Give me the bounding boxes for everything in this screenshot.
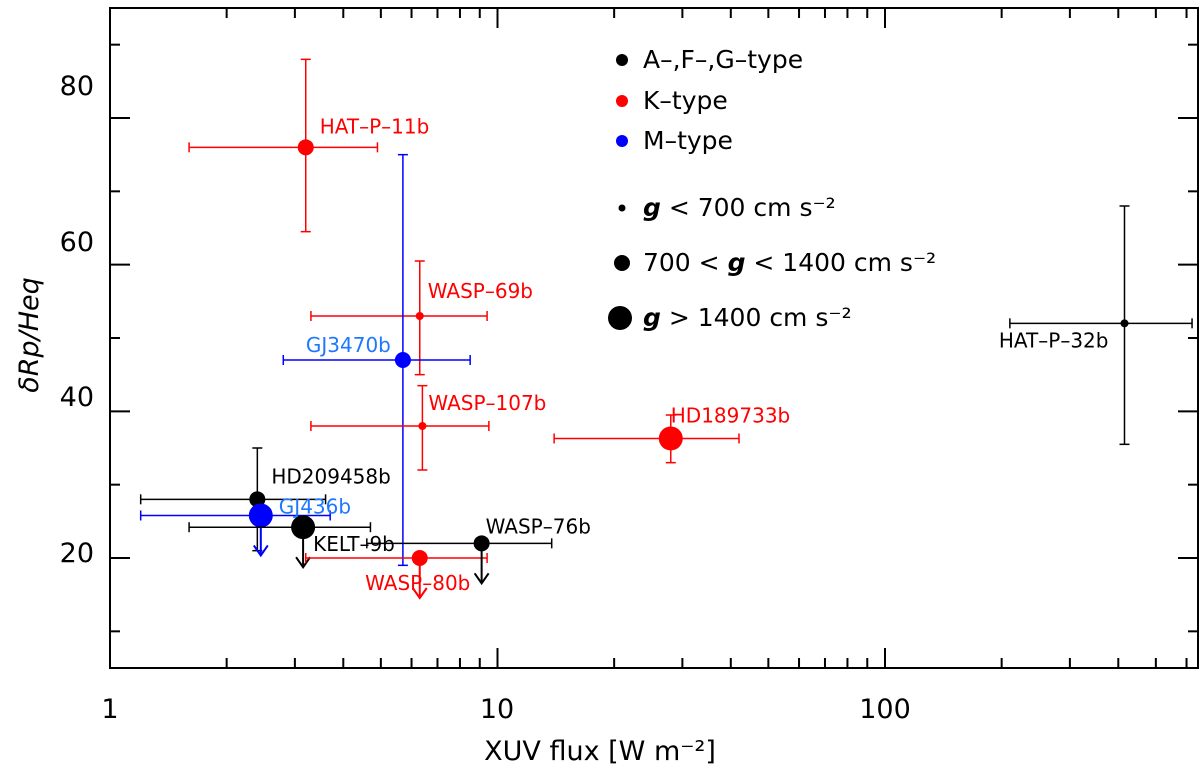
point-label-GJ3470b: GJ3470b <box>306 333 391 357</box>
legend-marker-g-small <box>618 204 626 212</box>
legend-label-m: M–type <box>643 126 733 155</box>
legend-label-k: K–type <box>643 86 728 115</box>
legend-g-symbol: g <box>643 303 661 332</box>
point-WASP-80b <box>304 550 488 600</box>
point-GJ436b <box>139 503 331 558</box>
point-marker <box>1120 319 1129 328</box>
y-tick-label: 60 <box>60 227 94 258</box>
point-HD189733b <box>553 414 740 464</box>
point-label-WASP-76b: WASP–76b <box>486 514 591 538</box>
point-label-HD209458b: HD209458b <box>271 464 390 488</box>
y-tick-label: 20 <box>60 538 94 569</box>
data-points <box>139 58 1193 600</box>
legend: A–,F–,G–type K–type M–type g < 700 cm s⁻… <box>608 45 936 332</box>
point-labels: HAT–P–11b WASP–69b GJ3470b WASP–107b HD18973… <box>271 114 1108 595</box>
point-HAT-P-11b <box>188 58 379 233</box>
legend-label-g-medium: 700 < g < 1400 cm s⁻² <box>643 248 936 277</box>
legend-marker-g-medium <box>614 255 630 271</box>
point-WASP-107b <box>310 384 490 471</box>
point-WASP-69b <box>310 260 488 376</box>
point-label-WASP-80b: WASP–80b <box>365 571 470 595</box>
axis-ticks <box>109 8 1198 668</box>
point-marker <box>473 535 490 552</box>
point-WASP-76b <box>366 535 553 586</box>
point-HD209458b <box>139 447 327 552</box>
point-label-WASP-69b: WASP–69b <box>428 279 533 303</box>
point-marker <box>411 550 428 566</box>
point-label-GJ436b: GJ436b <box>279 494 351 518</box>
point-marker <box>248 503 273 528</box>
point-GJ3470b <box>282 153 471 567</box>
legend-g-small-text: < 700 cm s⁻² <box>661 193 836 222</box>
legend-label-g-small: g < 700 cm s⁻² <box>643 193 836 222</box>
point-label-HAT-P-32b: HAT–P–32b <box>999 328 1109 352</box>
point-marker <box>418 422 427 430</box>
point-marker <box>291 515 316 540</box>
x-tick-label: 100 <box>859 694 911 725</box>
x-tick-labels: 1 10 100 <box>101 694 910 725</box>
point-HAT-P-32b <box>1009 205 1193 446</box>
legend-g-medium-pre: 700 < <box>643 248 728 277</box>
legend-g-large-text: > 1400 cm s⁻² <box>661 303 852 332</box>
upper-limit-arrowhead <box>411 587 428 600</box>
y-tick-label: 40 <box>60 382 94 413</box>
point-marker <box>394 352 411 368</box>
upper-limit-arrowhead <box>252 544 269 558</box>
x-tick-label: 10 <box>480 694 514 725</box>
point-marker <box>249 491 266 508</box>
y-tick-labels: 20 40 60 80 <box>60 71 94 569</box>
point-marker <box>415 312 424 320</box>
legend-g-symbol: g <box>728 248 746 277</box>
x-axis-title: XUV flux [W m⁻²] <box>484 736 716 767</box>
legend-label-afg: A–,F–,G–type <box>643 45 803 74</box>
x-tick-label: 1 <box>101 694 118 725</box>
point-label-HD189733b: HD189733b <box>671 403 790 427</box>
point-label-WASP-107b: WASP–107b <box>428 391 546 415</box>
point-marker <box>297 139 314 156</box>
legend-g-medium-text: < 1400 cm s⁻² <box>745 248 936 277</box>
legend-marker-m <box>616 135 628 147</box>
legend-marker-g-large <box>608 306 632 330</box>
y-axis-title: δRp/Heq <box>14 277 45 393</box>
y-tick-label: 80 <box>60 71 94 102</box>
point-label-HAT-P-11b: HAT–P–11b <box>320 114 430 138</box>
point-marker <box>658 426 683 451</box>
legend-label-g-large: g > 1400 cm s⁻² <box>643 303 852 332</box>
upper-limit-arrowhead <box>295 556 311 569</box>
upper-limit-arrowhead <box>473 572 490 586</box>
legend-marker-afg <box>616 54 628 66</box>
point-KELT-9b <box>188 515 372 569</box>
legend-marker-k <box>616 95 628 107</box>
point-label-KELT-9b: KELT–9b <box>313 532 395 556</box>
legend-g-symbol: g <box>643 193 661 222</box>
